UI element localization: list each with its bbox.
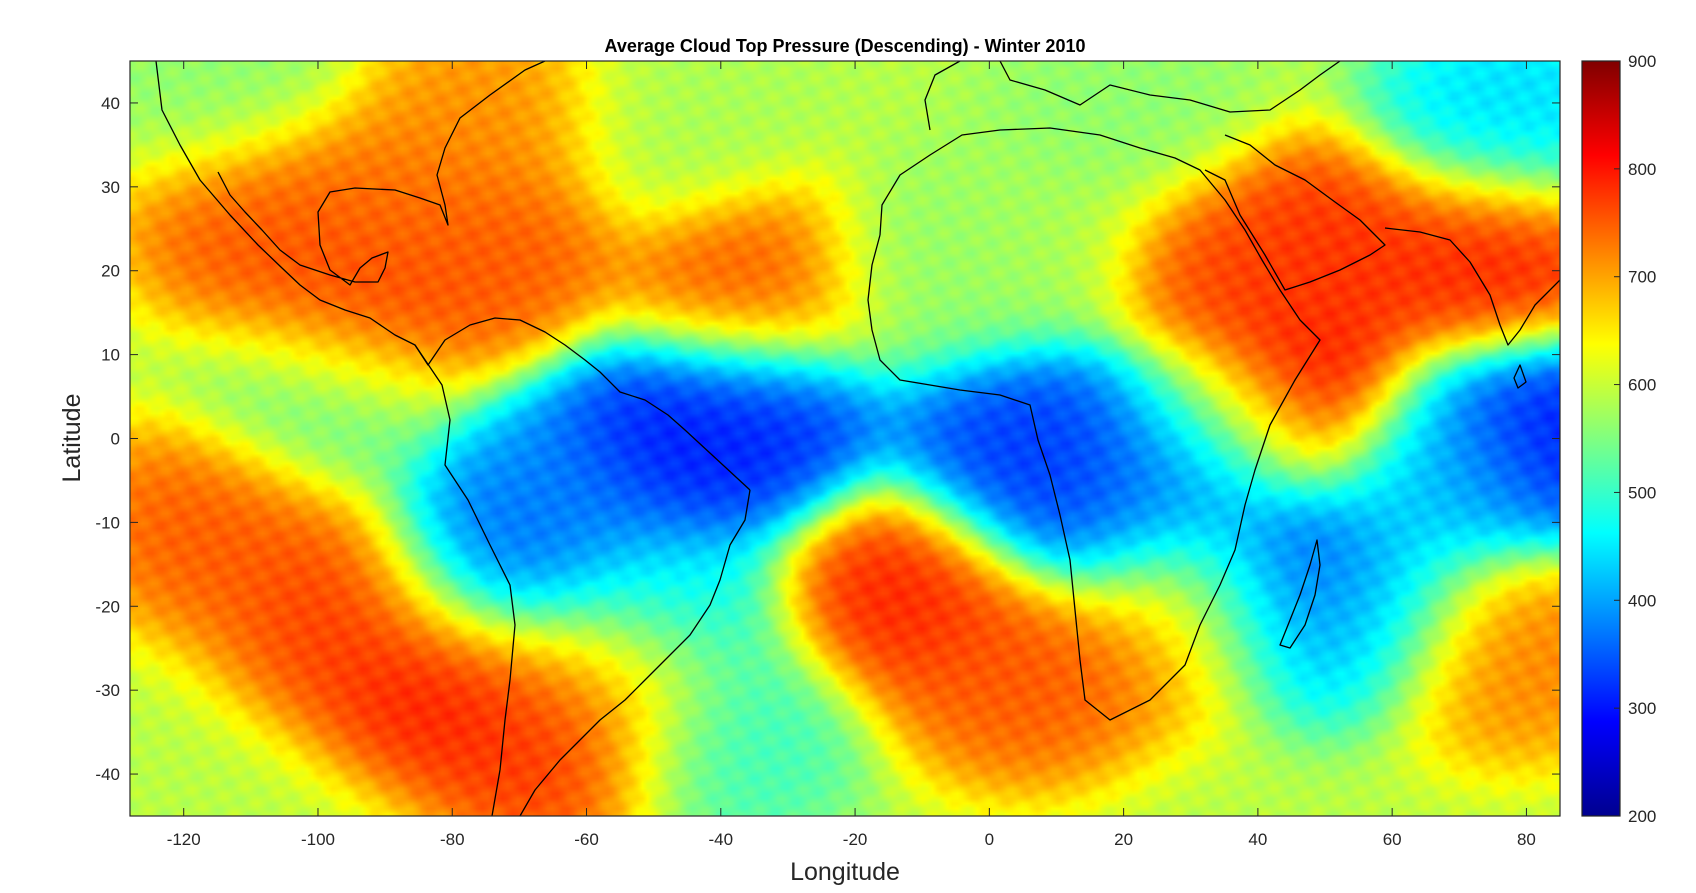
coastline-india bbox=[1384, 227, 1560, 346]
coastline-madagascar bbox=[1279, 539, 1321, 649]
y-tick-label: 10 bbox=[101, 346, 120, 365]
heatmap-field bbox=[130, 61, 1560, 816]
colorbar-tick-label: 200 bbox=[1628, 807, 1656, 826]
colorbar-gradient bbox=[1581, 60, 1621, 817]
x-tick-label: -40 bbox=[709, 830, 734, 849]
y-tick-label: 40 bbox=[101, 94, 120, 113]
colorbar-tick-label: 300 bbox=[1628, 699, 1656, 718]
x-tick-label: -100 bbox=[301, 830, 335, 849]
coastline-arabia bbox=[1204, 134, 1386, 291]
y-axis: 40 30 20 10 0 -10 -20 -30 -40 bbox=[95, 94, 1560, 784]
x-tick-label: -80 bbox=[440, 830, 465, 849]
x-tick-label: 80 bbox=[1517, 830, 1536, 849]
coastlines bbox=[155, 61, 1560, 816]
colorbar: 900 800 700 600 500 400 300 200 bbox=[1581, 52, 1656, 826]
y-tick-label: 0 bbox=[111, 430, 120, 449]
chart-title: Average Cloud Top Pressure (Descending) … bbox=[605, 36, 1086, 56]
coastline-sri-lanka bbox=[1513, 364, 1527, 389]
y-tick-label: -30 bbox=[95, 681, 120, 700]
colorbar-ticks: 900 800 700 600 500 400 300 200 bbox=[1614, 52, 1656, 826]
x-tick-label: 0 bbox=[985, 830, 994, 849]
x-tick-label: 60 bbox=[1383, 830, 1402, 849]
x-axis: -120 -100 -80 -60 -40 -20 0 20 40 60 80 bbox=[167, 61, 1536, 849]
x-tick-label: 40 bbox=[1248, 830, 1267, 849]
y-tick-label: 30 bbox=[101, 178, 120, 197]
colorbar-tick-label: 500 bbox=[1628, 483, 1656, 502]
coastline-africa bbox=[867, 127, 1321, 721]
y-axis-label: Latitude bbox=[58, 394, 86, 483]
y-tick-label: -10 bbox=[95, 513, 120, 532]
x-tick-label: -60 bbox=[574, 830, 599, 849]
colorbar-tick-label: 400 bbox=[1628, 591, 1656, 610]
coastline-mexico bbox=[217, 61, 546, 286]
coastline-south-america bbox=[414, 344, 751, 816]
x-tick-label: 20 bbox=[1114, 830, 1133, 849]
colorbar-tick-label: 800 bbox=[1628, 160, 1656, 179]
x-axis-label: Longitude bbox=[790, 858, 900, 886]
colorbar-tick-label: 600 bbox=[1628, 376, 1656, 395]
y-tick-label: -40 bbox=[95, 765, 120, 784]
y-tick-label: 20 bbox=[101, 262, 120, 281]
plot-area bbox=[129, 60, 1561, 817]
x-tick-label: -20 bbox=[843, 830, 868, 849]
x-tick-label: -120 bbox=[167, 830, 201, 849]
colorbar-tick-label: 900 bbox=[1628, 52, 1656, 71]
y-tick-label: -20 bbox=[95, 597, 120, 616]
coastline-europe bbox=[924, 61, 1341, 131]
colorbar-tick-label: 700 bbox=[1628, 268, 1656, 287]
